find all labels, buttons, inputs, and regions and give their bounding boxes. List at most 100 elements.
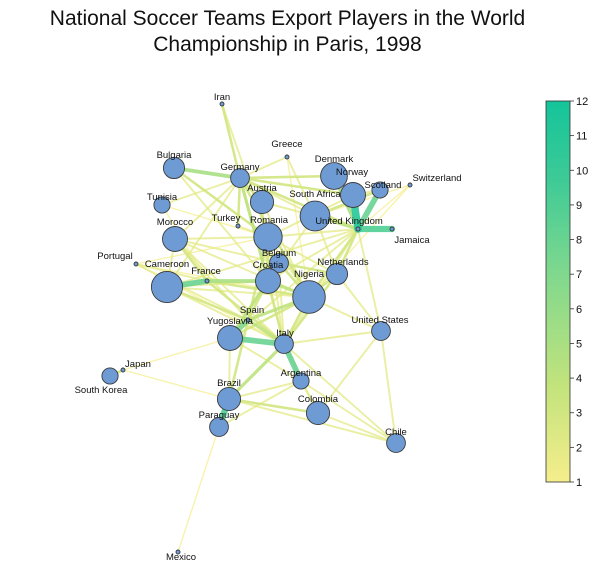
colorbar-tick-label-11: 11 <box>576 131 587 143</box>
node-portugal[interactable] <box>133 261 139 267</box>
node-france[interactable] <box>204 278 210 284</box>
node-label-japan: Japan <box>125 359 151 370</box>
edge-germany-tunisia <box>161 177 241 206</box>
node-tunisia[interactable] <box>153 196 171 214</box>
node-chile[interactable] <box>386 433 406 453</box>
chart-title-line-1: National Soccer Teams Export Players in … <box>49 7 526 30</box>
node-south-korea[interactable] <box>101 367 119 385</box>
colorbar-tick-label-12: 12 <box>576 96 588 108</box>
node-label-south-korea: South Korea <box>75 385 129 396</box>
node-colombia[interactable] <box>305 400 331 426</box>
node-mexico[interactable] <box>175 549 181 555</box>
node-label-tunisia: Tunisia <box>147 192 178 203</box>
colorbar-tick-label-9: 9 <box>576 200 582 212</box>
edge-bulgaria-croatia <box>173 167 269 282</box>
node-paraguay[interactable] <box>209 417 229 437</box>
node-label-cameroon: Cameroon <box>145 259 189 270</box>
edge-tunisia-romania <box>161 204 269 238</box>
node-label-colombia: Colombia <box>298 394 339 405</box>
node-label-germany: Germany <box>220 162 259 173</box>
node-germany[interactable] <box>230 168 250 188</box>
node-label-scotland: Scotland <box>365 180 402 191</box>
colorbar-tick-label-4: 4 <box>576 373 582 385</box>
node-united-kingdom[interactable] <box>355 226 361 232</box>
node-greece[interactable] <box>284 154 290 160</box>
node-south-africa[interactable] <box>299 200 331 232</box>
node-jamaica[interactable] <box>389 226 395 232</box>
edge-brazil-colombia <box>227 397 320 415</box>
colorbar-tick-label-8: 8 <box>576 235 582 247</box>
node-label-netherlands: Netherlands <box>317 257 368 268</box>
node-label-romania: Romania <box>250 215 289 226</box>
edge-united-states-colombia <box>317 330 382 414</box>
node-brazil[interactable] <box>216 386 242 412</box>
node-label-south-africa: South Africa <box>289 189 341 200</box>
node-denmark[interactable] <box>320 162 348 190</box>
node-morocco[interactable] <box>162 226 188 252</box>
chart-title: National Soccer Teams Export Players in … <box>0 6 575 58</box>
node-romania[interactable] <box>253 222 283 252</box>
node-iran[interactable] <box>219 101 225 107</box>
node-belgium[interactable] <box>269 253 289 273</box>
node-croatia[interactable] <box>255 268 281 294</box>
node-label-spain: Spain <box>240 305 264 316</box>
node-label-norway: Norway <box>336 167 368 178</box>
edge-switzerland-united-kingdom <box>357 184 411 230</box>
colorbar-tick-label-6: 6 <box>576 304 582 316</box>
colorbar-tick-label-1: 1 <box>576 477 582 489</box>
node-label-nigeria: Nigeria <box>294 269 325 280</box>
chart-title-line-2: Championship in Paris, 1998 <box>153 33 422 56</box>
node-cameroon[interactable] <box>150 270 184 304</box>
node-label-morocco: Morocco <box>157 217 193 228</box>
node-argentina[interactable] <box>292 372 310 390</box>
node-label-chile: Chile <box>385 427 407 438</box>
edge-germany-norway <box>238 176 355 197</box>
node-bulgaria[interactable] <box>162 156 186 180</box>
edge-united-kingdom-croatia <box>267 228 359 282</box>
node-yugoslavia[interactable] <box>217 325 243 351</box>
edge-italy-brazil <box>227 342 286 401</box>
node-label-portugal: Portugal <box>97 251 132 262</box>
colorbar-tick-label-7: 7 <box>576 269 582 281</box>
node-switzerland[interactable] <box>407 182 413 188</box>
node-italy[interactable] <box>274 334 294 354</box>
node-japan[interactable] <box>120 367 126 373</box>
edge-morocco-romania <box>174 236 269 240</box>
node-netherlands[interactable] <box>325 262 349 286</box>
node-austria[interactable] <box>249 189 275 215</box>
node-label-argentina: Argentina <box>281 368 322 379</box>
node-label-united-kingdom: United Kingdom <box>315 216 383 227</box>
colorbar-tick-label-10: 10 <box>576 165 588 177</box>
edge-germany-cameroon <box>166 177 241 288</box>
nodes-layer <box>101 101 413 555</box>
node-label-belgium: Belgium <box>262 248 296 259</box>
node-nigeria[interactable] <box>292 280 326 314</box>
node-label-denmark: Denmark <box>315 154 354 165</box>
node-label-croatia: Croatia <box>253 260 284 271</box>
node-label-france: France <box>191 266 221 277</box>
node-label-united-states: United States <box>351 315 408 326</box>
node-norway[interactable] <box>340 182 366 208</box>
node-scotland[interactable] <box>371 181 389 199</box>
node-united-states[interactable] <box>371 321 391 341</box>
edge-cameroon-italy <box>166 286 285 345</box>
edge-italy-chile <box>283 343 397 444</box>
node-label-bulgaria: Bulgaria <box>157 150 193 161</box>
node-label-greece: Greece <box>271 139 302 150</box>
colorbar-gradient <box>545 100 571 483</box>
node-label-austria: Austria <box>247 183 277 194</box>
edge-paraguay-mexico <box>177 426 220 553</box>
edge-argentina-chile <box>300 380 397 444</box>
colorbar-tick-label-3: 3 <box>576 408 582 420</box>
edge-germany-denmark <box>238 174 336 180</box>
edge-germany-morocco <box>174 177 241 240</box>
colorbar-tick-label-5: 5 <box>576 338 582 350</box>
node-turkey[interactable] <box>235 223 241 229</box>
edge-iran-germany <box>220 102 242 180</box>
edge-united-states-chile <box>380 330 397 444</box>
edge-japan-brazil <box>122 369 230 400</box>
node-spain[interactable] <box>245 317 251 323</box>
